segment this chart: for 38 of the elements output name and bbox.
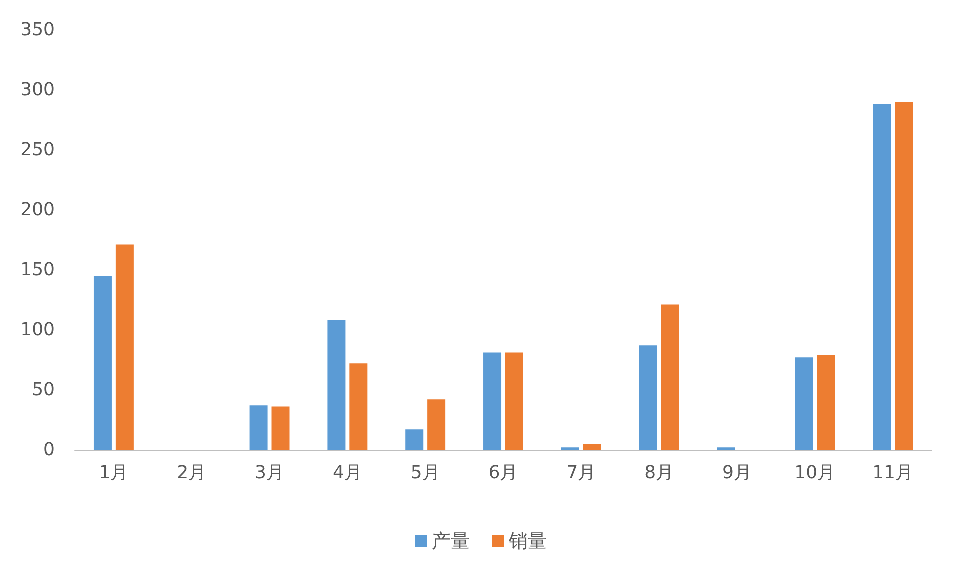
y-tick-label: 50 (32, 380, 55, 400)
bar (116, 244, 134, 450)
x-tick-label: 1月 (99, 462, 129, 484)
bar (873, 104, 892, 450)
y-tick-label: 150 (20, 260, 55, 280)
bar (661, 304, 680, 450)
legend-label: 销量 (508, 530, 547, 552)
y-tick-label: 100 (20, 320, 55, 340)
bar (505, 352, 524, 450)
bar (328, 320, 346, 450)
y-tick-label: 0 (44, 440, 55, 460)
legend-label: 产量 (432, 530, 470, 552)
x-tick-label: 3月 (255, 462, 284, 484)
x-tick-label: 6月 (488, 462, 518, 484)
bar (639, 346, 658, 450)
x-tick-label: 2月 (177, 462, 207, 484)
y-tick-label: 350 (20, 20, 55, 40)
bar (406, 430, 424, 450)
bar (428, 400, 446, 450)
bar (272, 406, 290, 450)
x-tick-label: 9月 (722, 462, 752, 484)
x-tick-label: 8月 (644, 462, 674, 484)
bar (895, 102, 914, 450)
bar (350, 364, 368, 450)
bar (583, 444, 602, 450)
bar (94, 276, 112, 450)
bar (795, 358, 814, 450)
y-tick-label: 300 (20, 80, 55, 100)
bar (484, 352, 502, 450)
y-tick-label: 250 (20, 140, 55, 160)
x-tick-label: 11月 (872, 462, 914, 484)
x-tick-label: 4月 (332, 462, 362, 484)
x-tick-label: 10月 (794, 462, 836, 484)
x-tick-label: 5月 (410, 462, 440, 484)
bar (250, 406, 268, 450)
bar (817, 355, 836, 450)
y-tick-label: 200 (20, 200, 55, 220)
x-tick-label: 7月 (566, 462, 596, 484)
